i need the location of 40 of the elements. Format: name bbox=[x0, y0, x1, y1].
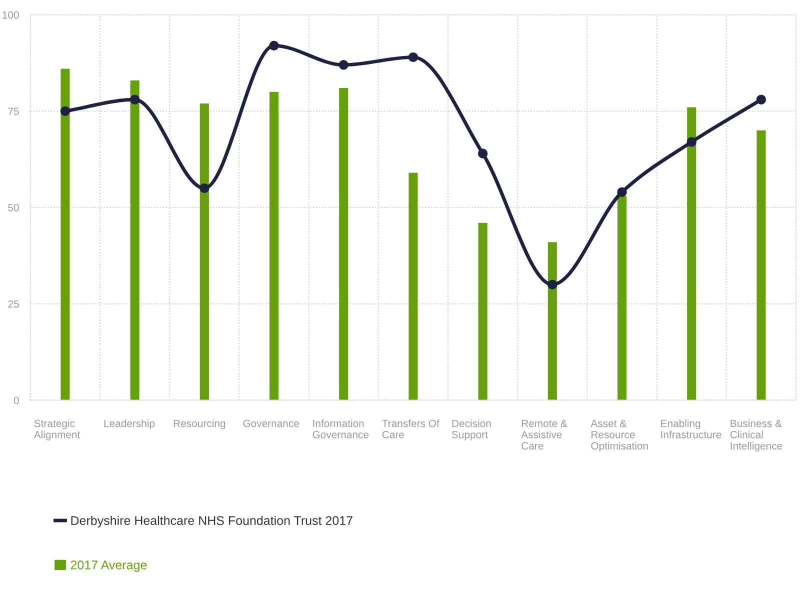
y-tick-label: 25 bbox=[8, 300, 19, 308]
bar bbox=[687, 107, 696, 400]
y-tick-label: 100 bbox=[2, 11, 19, 19]
point bbox=[478, 148, 488, 158]
x-tick-label: Strategic Alignment bbox=[34, 419, 80, 440]
x-tick-label: Enabling Infrastructure bbox=[661, 419, 722, 438]
bar bbox=[60, 68, 70, 400]
x-tick-label: Leadership bbox=[104, 419, 155, 430]
point bbox=[408, 52, 418, 62]
bar bbox=[617, 196, 627, 400]
bar bbox=[408, 172, 418, 400]
x-tick-label: Resourcing bbox=[174, 419, 226, 430]
y-tick-label: 50 bbox=[8, 204, 19, 212]
y-tick-label: 0 bbox=[14, 396, 19, 404]
bar bbox=[548, 242, 557, 400]
x-tick-label: Asset & Resource Optimisation bbox=[590, 420, 648, 452]
bar bbox=[339, 88, 348, 400]
x-tick-label: Business & Clinical Intelligence bbox=[730, 419, 782, 452]
bar bbox=[200, 103, 209, 400]
x-tick-label: Decision Support bbox=[452, 419, 491, 440]
legend-label: 2017 Average bbox=[70, 560, 147, 572]
point bbox=[200, 183, 210, 194]
point bbox=[269, 40, 279, 50]
point bbox=[338, 60, 348, 70]
bar bbox=[478, 222, 488, 400]
point bbox=[756, 94, 766, 104]
x-tick-label: Transfers Of Care bbox=[382, 419, 440, 438]
bar bbox=[269, 92, 279, 400]
x-tick-label: Information Governance bbox=[312, 419, 369, 438]
point bbox=[60, 106, 70, 116]
bar bbox=[130, 80, 140, 400]
x-tick-label: Remote & Assistive Care bbox=[521, 420, 568, 450]
point bbox=[130, 94, 140, 104]
point bbox=[617, 187, 627, 197]
bar bbox=[756, 130, 766, 400]
x-tick-label: Governance bbox=[243, 420, 299, 428]
point bbox=[548, 280, 558, 290]
point bbox=[686, 137, 696, 147]
y-tick-label: 75 bbox=[8, 108, 19, 116]
legend-label: Derbyshire Healthcare NHS Foundation Trust 2017 bbox=[71, 516, 352, 528]
